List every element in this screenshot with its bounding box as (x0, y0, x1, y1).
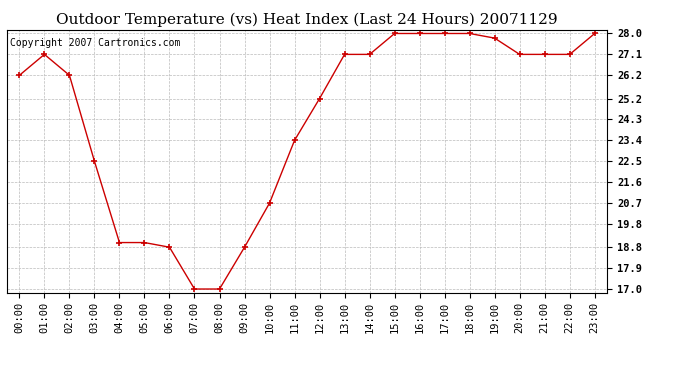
Text: Copyright 2007 Cartronics.com: Copyright 2007 Cartronics.com (10, 38, 180, 48)
Title: Outdoor Temperature (vs) Heat Index (Last 24 Hours) 20071129: Outdoor Temperature (vs) Heat Index (Las… (57, 13, 558, 27)
